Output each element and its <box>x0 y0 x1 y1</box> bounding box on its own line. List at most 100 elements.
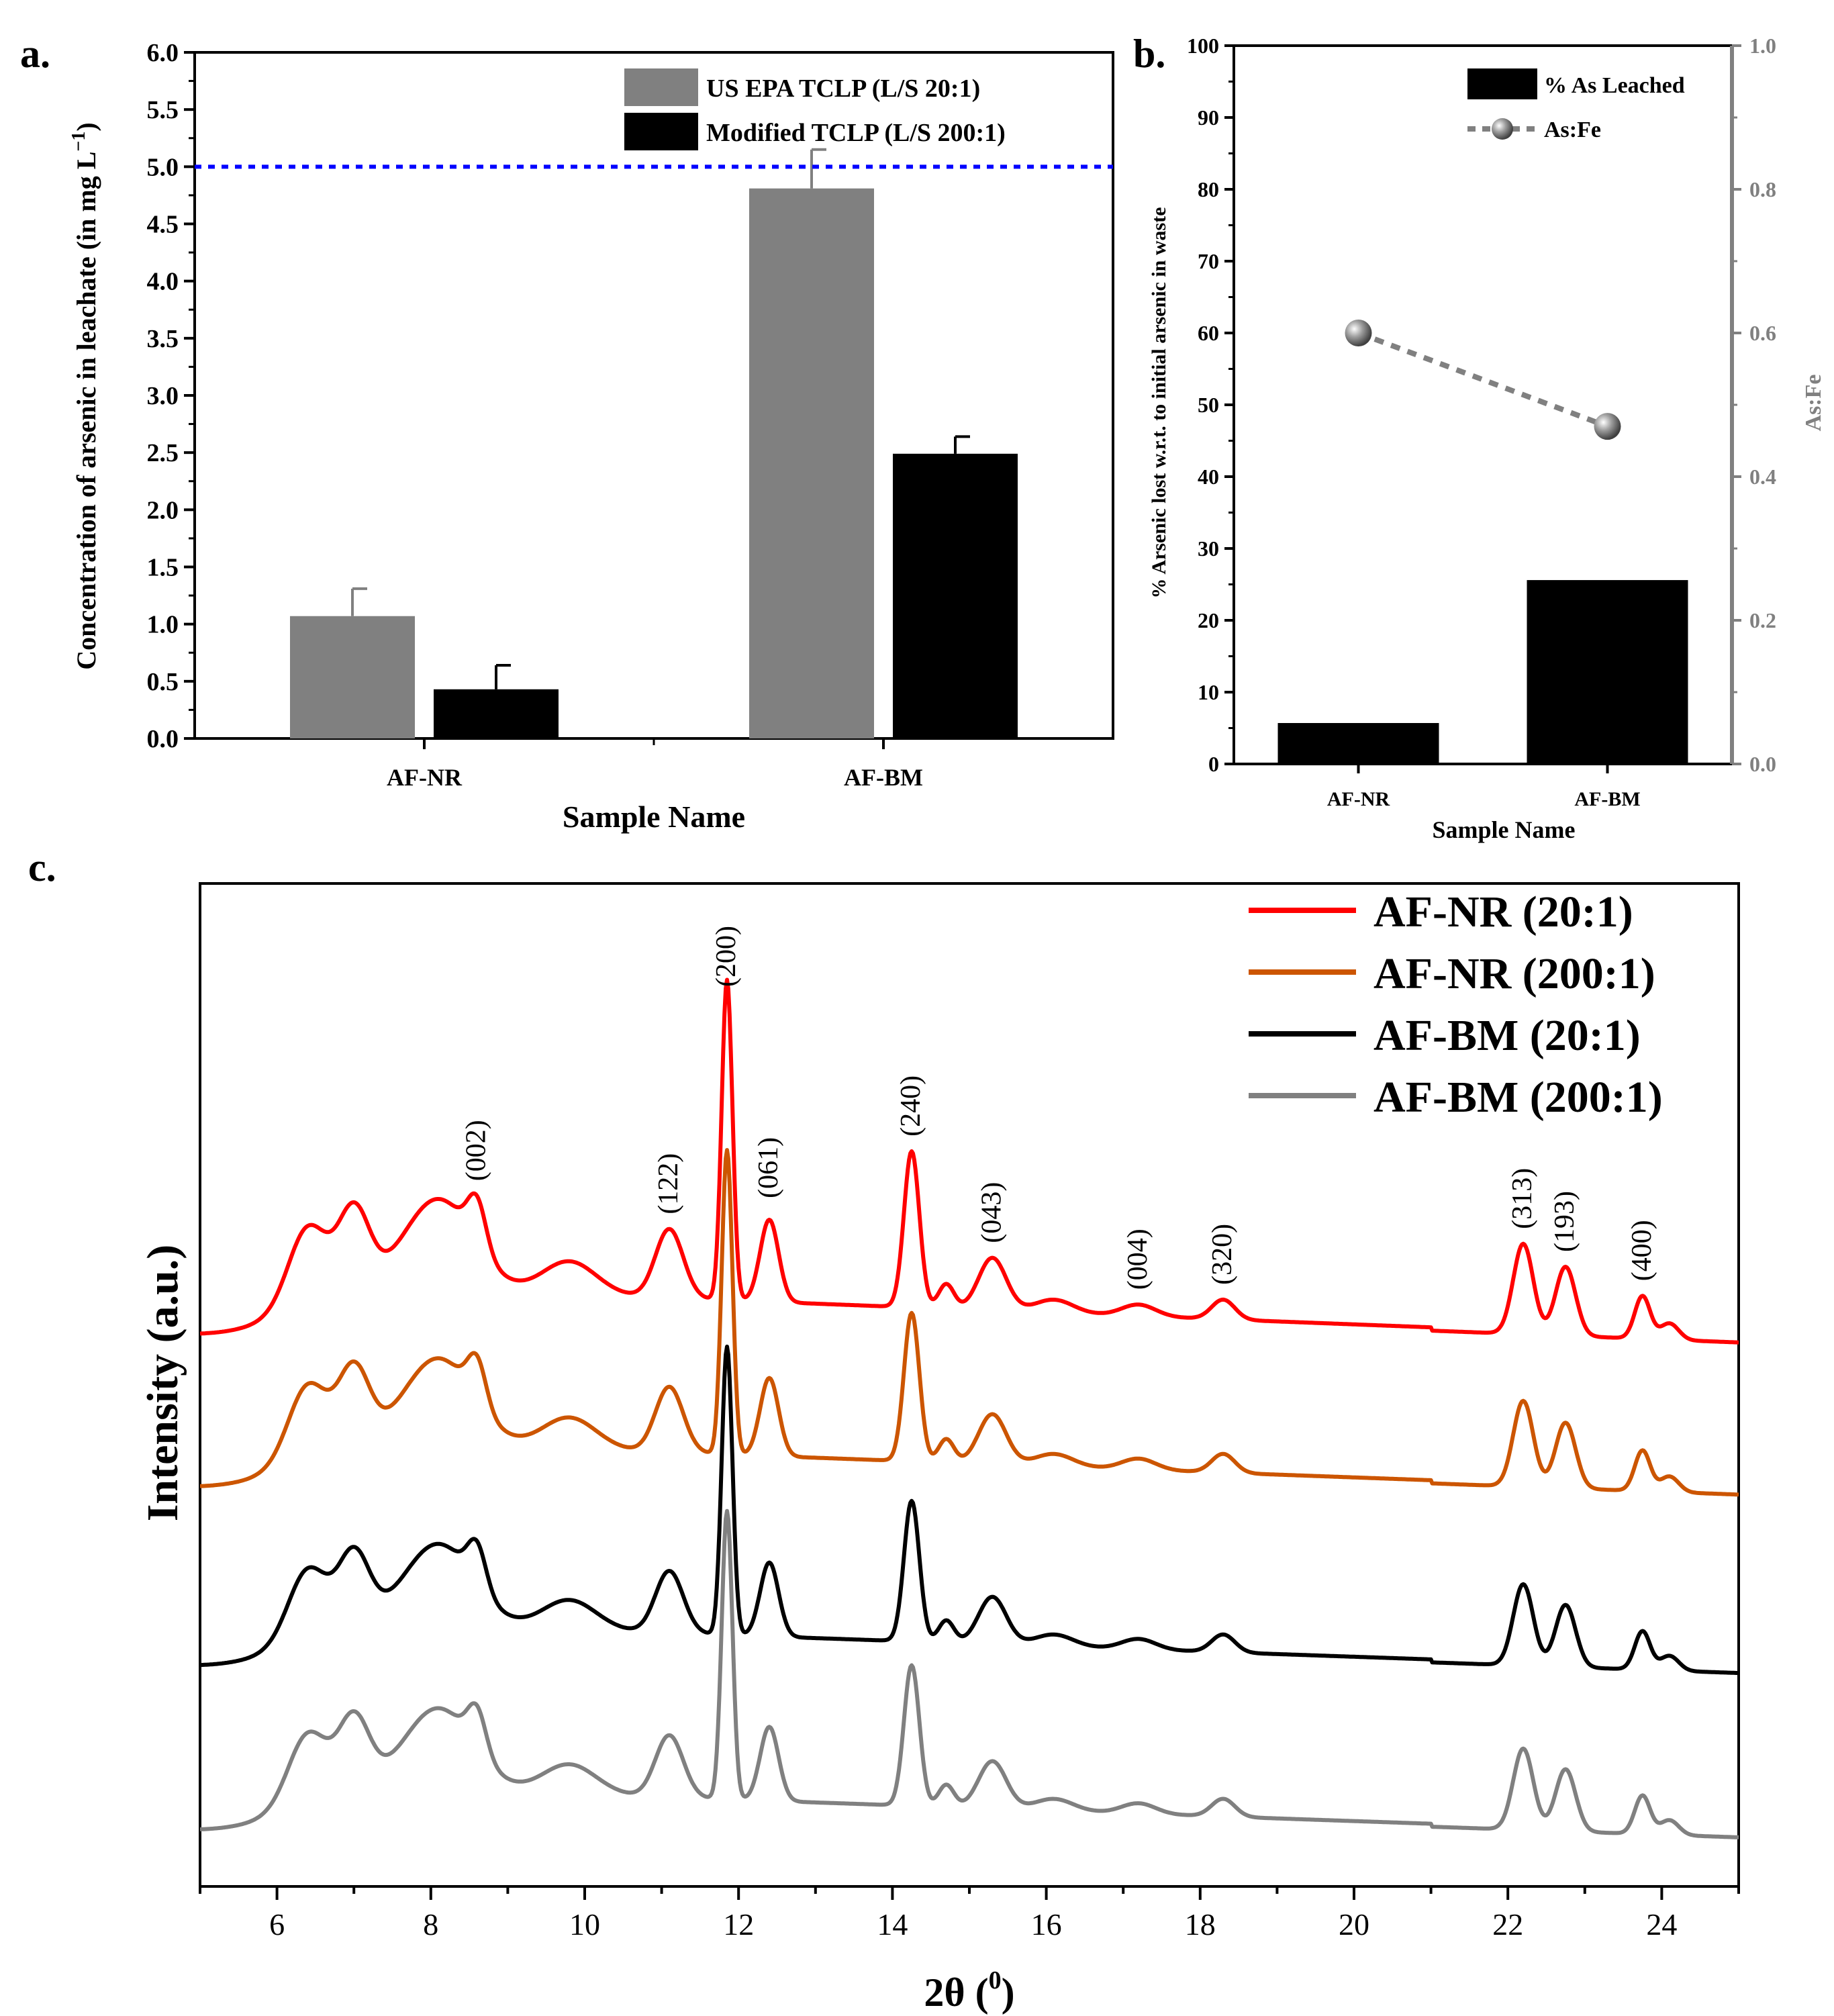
y-tick-label: 80 <box>1198 177 1219 201</box>
bar-af-nr-epa <box>290 616 415 738</box>
panel-c-label: c. <box>28 845 56 890</box>
panel-b-y-axis: 0 10 20 30 40 50 60 70 80 90 100 <box>1187 34 1234 776</box>
x-tick-label: 22 <box>1492 1907 1523 1941</box>
y-tick-label: 1.5 <box>147 554 179 582</box>
peak-label: (004) <box>1122 1229 1153 1290</box>
panel-b-ylabel: % Arsenic lost w.r.t. to initial arsenic… <box>1148 207 1170 598</box>
x-tick-label: 16 <box>1031 1907 1062 1941</box>
bar-af-bm-leached <box>1527 580 1688 764</box>
panel-b-legend: % As Leached As:Fe <box>1467 68 1685 142</box>
panel-b-bars <box>1277 580 1688 764</box>
legend-label-modified: Modified TCLP (L/S 200:1) <box>706 119 1006 147</box>
x-tick-label: 6 <box>269 1907 285 1941</box>
legend-label: AF-NR (20:1) <box>1373 887 1633 937</box>
panel-c-x-axis: 6 8 10 12 14 16 18 20 22 24 <box>199 1886 1740 1941</box>
y-tick-label: 6.0 <box>147 39 179 67</box>
panel-b-y2-axis: 0.0 0.2 0.4 0.6 0.8 1.0 <box>1732 34 1776 776</box>
y-tick-label: 40 <box>1198 465 1219 489</box>
x-tick-label: AF-NR <box>387 764 463 791</box>
legend-swatch-leached <box>1467 68 1537 99</box>
panel-a-legend: US EPA TCLP (L/S 20:1) Modified TCLP (L/… <box>624 68 1006 150</box>
panel-c: c. 6 8 10 12 14 16 18 20 22 24 (002) (122) (200) (06… <box>28 845 1740 2015</box>
y-tick-label: 2.5 <box>147 439 179 467</box>
legend-swatch-modified <box>624 113 698 150</box>
bar-af-bm-epa <box>749 188 874 738</box>
peak-label: (200) <box>711 926 742 987</box>
legend-label: AF-BM (20:1) <box>1373 1011 1641 1060</box>
bar-af-nr-leached <box>1277 723 1439 764</box>
asfe-series <box>1345 320 1621 440</box>
panel-a-x-axis: AF-NR AF-BM <box>387 738 923 791</box>
y-tick-label: 30 <box>1198 536 1219 561</box>
legend-label-asfe: As:Fe <box>1544 117 1601 142</box>
y-tick-label: 0.5 <box>147 668 179 696</box>
x-tick-label: 20 <box>1339 1907 1369 1941</box>
bar-af-nr-modified <box>434 689 559 738</box>
y2-tick-label: 0.6 <box>1749 321 1776 345</box>
panel-a-ylabel: Concentration of arsenic in leachate (in… <box>68 122 101 669</box>
y2-tick-label: 0.8 <box>1749 177 1776 201</box>
pattern-af-nr-20-1 <box>199 977 1740 1345</box>
panel-a-xlabel: Sample Name <box>563 800 745 834</box>
y-tick-label: 10 <box>1198 680 1219 704</box>
panel-a: a. 0.0 0.5 1.0 1.5 2.0 2.5 3.0 3.5 4.0 4.5 5.0 5.5 6… <box>20 32 1114 834</box>
y-tick-label: 3.5 <box>147 325 179 353</box>
y-tick-label: 100 <box>1187 34 1219 58</box>
y2-tick-label: 1.0 <box>1749 34 1776 58</box>
x-tick-label: 8 <box>423 1907 438 1941</box>
x-tick-label: 12 <box>723 1907 754 1941</box>
peak-label: (193) <box>1549 1191 1580 1252</box>
peak-label: (320) <box>1207 1224 1238 1285</box>
panel-c-peak-labels: (002) (122) (200) (061) (240) (043) (004) (320)… <box>461 926 1657 1290</box>
y-tick-label: 3.0 <box>147 382 179 410</box>
legend-label: AF-NR (200:1) <box>1373 949 1655 998</box>
pattern-af-nr-200-1 <box>199 1148 1740 1497</box>
y-tick-label: 60 <box>1198 321 1219 345</box>
peak-label: (122) <box>653 1153 684 1214</box>
y-tick-label: 4.0 <box>147 268 179 296</box>
y-tick-label: 90 <box>1198 105 1219 130</box>
legend-marker-asfe <box>1492 118 1513 140</box>
peak-label: (240) <box>896 1075 926 1137</box>
y2-tick-label: 0.0 <box>1749 752 1776 776</box>
legend-label-leached: % As Leached <box>1544 73 1685 98</box>
y-tick-label: 5.0 <box>147 153 179 181</box>
y-tick-label: 70 <box>1198 249 1219 273</box>
panel-a-bars <box>290 148 1018 738</box>
y2-tick-label: 0.2 <box>1749 608 1776 632</box>
panel-c-xlabel: 2θ (0) <box>924 1966 1014 2015</box>
x-tick-label: AF-BM <box>1574 788 1640 810</box>
x-tick-label: 10 <box>569 1907 600 1941</box>
panel-b-x-axis: AF-NR AF-BM <box>1327 764 1641 810</box>
legend-label: AF-BM (200:1) <box>1373 1073 1663 1122</box>
y-tick-label: 2.0 <box>147 496 179 524</box>
panel-b-xlabel: Sample Name <box>1433 816 1576 843</box>
y-tick-label: 20 <box>1198 608 1219 632</box>
x-tick-label: AF-BM <box>844 764 923 791</box>
pattern-af-bm-20-1 <box>199 1344 1740 1676</box>
y-tick-label: 50 <box>1198 393 1219 417</box>
bar-af-bm-modified <box>893 453 1018 738</box>
x-tick-label: 18 <box>1185 1907 1216 1941</box>
asfe-point-af-bm <box>1594 413 1621 440</box>
x-tick-label: 14 <box>877 1907 908 1941</box>
y2-tick-label: 0.4 <box>1749 465 1776 489</box>
y-tick-label: 4.5 <box>147 211 179 239</box>
x-tick-label: AF-NR <box>1327 788 1390 810</box>
peak-label: (043) <box>976 1182 1007 1243</box>
x-tick-label: 24 <box>1646 1907 1677 1941</box>
asfe-line <box>1357 330 1608 429</box>
panel-c-legend: AF-NR (20:1) AF-NR (200:1) AF-BM (20:1) AF-… <box>1249 887 1663 1122</box>
legend-swatch-epa <box>624 68 698 106</box>
panel-b-y2label: As:Fe <box>1801 375 1826 432</box>
panel-c-ylabel: Intensity (a.u.) <box>138 1245 187 1522</box>
y-tick-label: 0.0 <box>147 725 179 753</box>
panel-b-label: b. <box>1133 32 1165 76</box>
pattern-af-bm-200-1 <box>199 1508 1740 1839</box>
y-tick-label: 5.5 <box>147 96 179 124</box>
panel-a-y-axis: 0.0 0.5 1.0 1.5 2.0 2.5 3.0 3.5 4.0 4.5 5.0 5.5 6.0 <box>147 39 195 753</box>
panel-c-patterns <box>199 977 1740 1839</box>
peak-label: (061) <box>753 1137 784 1198</box>
